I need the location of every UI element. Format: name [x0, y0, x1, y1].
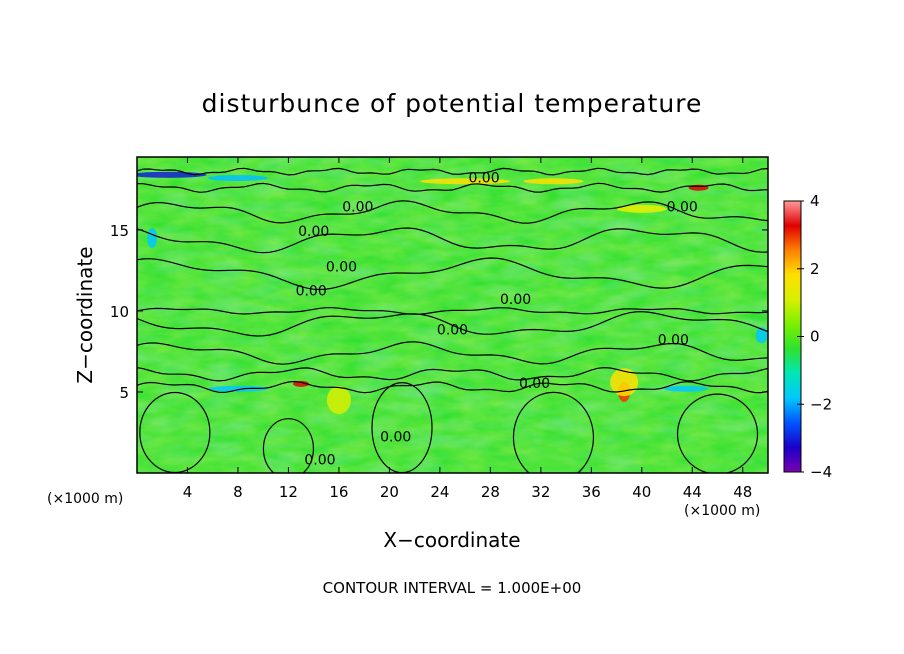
plot-frame: [136, 156, 769, 474]
x-tick-label: 32: [531, 483, 550, 501]
heatmap-plot-area: 0.00 0.00 0.00 0.00 0.00 0.00 0.00 0.00 0.00 0.00…: [137, 157, 768, 473]
x-tick-label: 20: [380, 483, 399, 501]
colorbar-tick-label: 0: [810, 328, 820, 346]
contour-line: [262, 418, 315, 473]
x-axis-label: X−coordinate: [383, 528, 520, 552]
colorbar-tick-label: −4: [810, 463, 832, 481]
contour-label: 0.00: [342, 199, 373, 215]
colorbar: 4 2 0 −2 −4: [783, 192, 832, 481]
contour-label: 0.00: [298, 224, 329, 240]
x-tick-label: 4: [183, 483, 193, 501]
colorbar-tick-label: 4: [810, 192, 820, 210]
contour-label: 0.00: [667, 199, 698, 215]
contour-label: 0.00: [437, 323, 468, 339]
heatmap-anomaly: [420, 178, 511, 185]
contour-line: [137, 257, 768, 291]
colorbar-tick-label: 2: [810, 260, 820, 278]
contour-label: 0.00: [304, 452, 335, 468]
contour-line: [137, 341, 768, 365]
heatmap-anomaly: [207, 385, 268, 392]
x-unit-right: (×1000 m): [684, 503, 760, 519]
contour-line: [137, 380, 768, 394]
contour-line: [137, 307, 768, 315]
contour-label: 0.00: [658, 332, 689, 348]
contour-label: 0.00: [326, 259, 357, 275]
contour-line: [137, 366, 768, 382]
x-tick-label: 16: [329, 483, 348, 501]
x-tick-label: 48: [733, 483, 752, 501]
contour-label: 0.00: [296, 284, 327, 300]
contour-line: [137, 182, 768, 193]
heatmap-anomaly: [207, 175, 268, 182]
x-tick-label: 28: [481, 483, 500, 501]
x-tick-label: 8: [233, 483, 243, 501]
contour-label: 0.00: [500, 292, 531, 308]
colorbar-tick-label: −2: [810, 395, 832, 413]
contour-line: [137, 227, 768, 254]
x-tick-label: 36: [582, 483, 601, 501]
contour-line: [137, 167, 768, 176]
heatmap-anomaly: [616, 204, 667, 213]
contour-label: 0.00: [519, 376, 550, 392]
x-unit-left: (×1000 m): [47, 491, 123, 507]
heatmap-anomaly: [326, 386, 351, 415]
contour-label: 0.00: [468, 170, 499, 186]
contour-line: [137, 311, 768, 337]
x-tick-label: 24: [430, 483, 449, 501]
heatmap-anomaly: [755, 327, 768, 344]
chart-title: disturbunce of potential temperature: [202, 89, 703, 118]
y-tick-label: 10: [110, 303, 129, 321]
contour-line: [676, 393, 759, 473]
y-tick-label: 5: [119, 384, 129, 402]
contour-line: [137, 200, 768, 224]
contour-interval-text: CONTOUR INTERVAL = 1.000E+00: [323, 579, 582, 597]
heatmap-anomaly: [663, 385, 708, 392]
y-axis-label: Z−coordinate: [73, 246, 97, 383]
x-tick-label: 44: [683, 483, 702, 501]
x-tick-label: 40: [632, 483, 651, 501]
x-tick-label: 12: [279, 483, 298, 501]
contour-line: [512, 391, 595, 473]
contour-label: 0.00: [380, 430, 411, 446]
heatmap-anomaly: [147, 228, 158, 249]
y-tick-label: 15: [110, 222, 129, 240]
heatmap-anomaly: [523, 178, 584, 185]
